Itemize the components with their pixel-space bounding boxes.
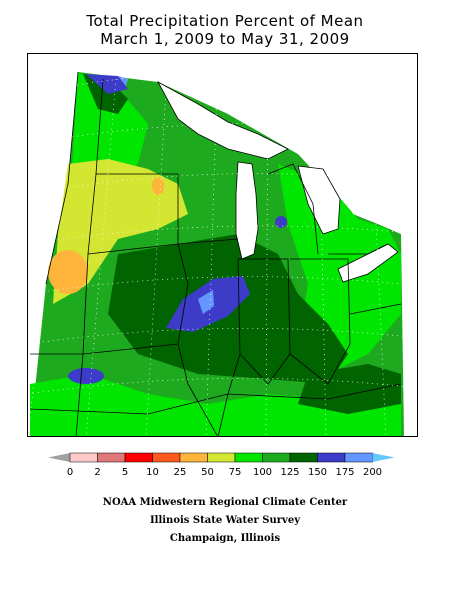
- map-zone-dark-green-north: [83, 74, 128, 114]
- map-zone-orange-west: [48, 250, 88, 294]
- legend-swatch: [152, 452, 181, 463]
- legend-tick-label: 2: [94, 467, 100, 478]
- legend-swatch: [124, 452, 153, 463]
- map-zone-dark-green-southeast: [298, 364, 401, 414]
- legend-swatch: [344, 452, 373, 463]
- legend-tick-label: 50: [201, 467, 214, 478]
- map-zone-orange-north: [152, 177, 164, 195]
- legend-swatch: [207, 452, 236, 463]
- color-scale-legend: 0 2 5 10 25 50 75 100 125 150 175 200: [48, 452, 395, 478]
- legend-swatch: [179, 452, 208, 463]
- lake-superior: [157, 80, 289, 160]
- precipitation-map: [27, 53, 418, 437]
- credit-location: Champaign, Illinois: [169, 533, 281, 544]
- lat-lon-grid: [28, 54, 417, 436]
- legend-under-arrow: [48, 453, 70, 462]
- legend-swatch: [317, 452, 346, 463]
- legend-tick-label: 25: [174, 467, 187, 478]
- legend-tick-label: 10: [146, 467, 159, 478]
- map-zone-light-blue-central: [198, 290, 214, 314]
- map-title: Total Precipitation Percent of Mean: [86, 12, 364, 30]
- lake-huron: [297, 165, 341, 235]
- legend-tick-label: 75: [229, 467, 242, 478]
- canada-region: [228, 114, 401, 234]
- legend-tick-label: 150: [308, 467, 327, 478]
- legend-swatch: [69, 452, 98, 463]
- map-zone-light-green-south: [30, 374, 401, 436]
- credit-organization: NOAA Midwestern Regional Climate Center: [102, 497, 348, 508]
- state-boundaries: [29, 71, 402, 436]
- legend-tick-label: 100: [253, 467, 272, 478]
- legend-swatch: [97, 452, 126, 463]
- legend-swatch: [262, 452, 291, 463]
- credit-survey: Illinois State Water Survey: [149, 515, 301, 526]
- map-zone-blue-southwest: [68, 368, 104, 384]
- legend-tick-label: 200: [363, 467, 382, 478]
- map-zone-blue-michigan: [275, 216, 287, 228]
- legend-tick-label: 5: [122, 467, 128, 478]
- legend-swatch: [234, 452, 263, 463]
- legend-tick-label: 125: [280, 467, 299, 478]
- legend-over-arrow: [372, 453, 395, 462]
- legend-tick-label: 0: [67, 467, 73, 478]
- map-subtitle-date-range: March 1, 2009 to May 31, 2009: [100, 30, 350, 48]
- lake-michigan: [235, 161, 259, 260]
- map-zone-light-blue-north: [118, 76, 128, 86]
- legend-tick-label: 175: [335, 467, 354, 478]
- legend-swatch: [289, 452, 318, 463]
